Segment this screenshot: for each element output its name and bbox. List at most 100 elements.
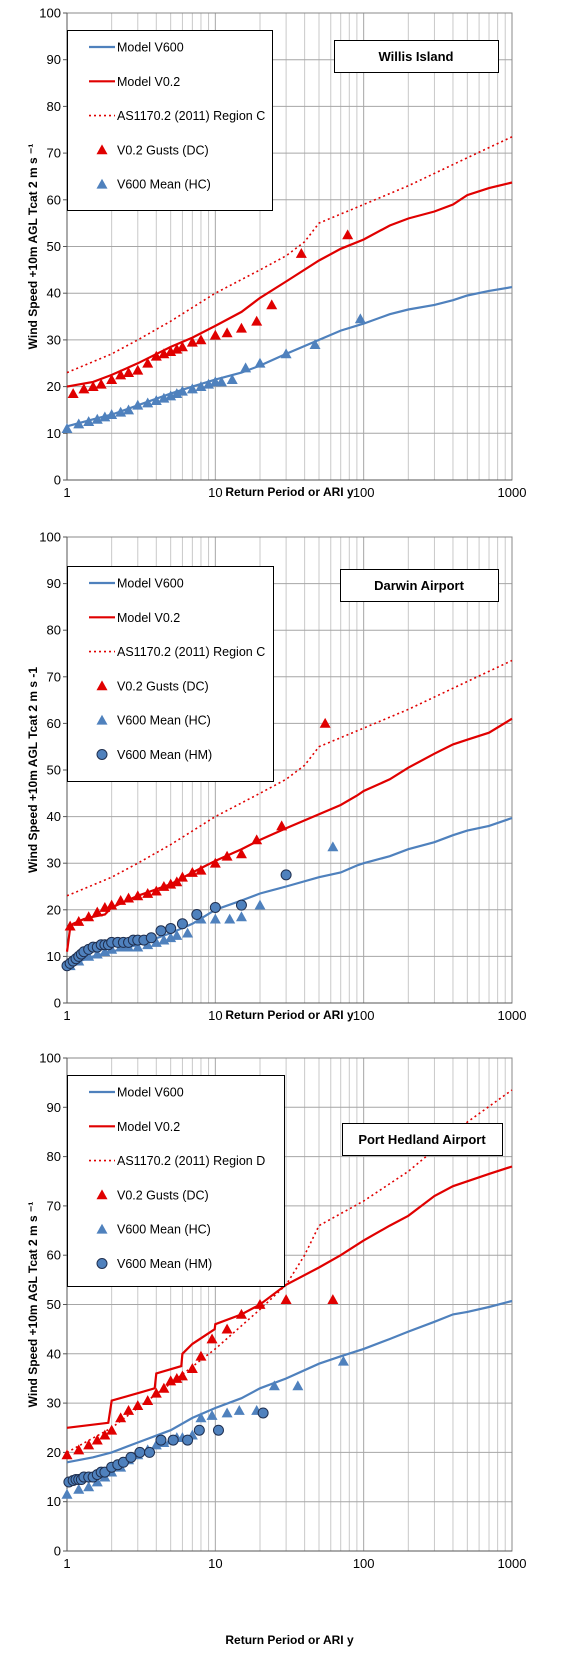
triangle-point (123, 367, 135, 377)
series-line-2 (65, 717, 513, 952)
series-group (61, 1089, 513, 1499)
legend: Model V600 Model V0.2 AS1170.2 (2011) Regi… (67, 30, 273, 211)
triangle-point (95, 378, 107, 389)
y-tick-label: 0 (54, 1544, 61, 1559)
legend-entry: V600 Mean (HC) (117, 714, 211, 728)
x-tick-label: 1000 (498, 1556, 527, 1571)
triangle-point (327, 841, 339, 852)
triangle-point (206, 1333, 218, 1344)
y-tick-label: 10 (47, 426, 61, 441)
triangle-point (171, 929, 183, 940)
legend-entry: V600 Mean (HC) (117, 178, 211, 192)
triangle-point (91, 1434, 103, 1445)
legend-entry: Model V0.2 (117, 611, 180, 625)
circle-point (155, 925, 167, 937)
triangle-point (83, 950, 95, 961)
x-tick-label: 10 (208, 1008, 222, 1023)
legend-swatch (96, 1223, 108, 1234)
y-axis-label: Wind Speed +10m AGL Tcat 2 m s ⁻¹ (26, 1202, 40, 1408)
legend-entry: V600 Mean (HC) (117, 1223, 211, 1237)
triangle-point (158, 1382, 170, 1393)
series-group (61, 659, 513, 972)
station-name: Willis Island (378, 49, 453, 64)
x-tick-label: 10 (208, 485, 222, 500)
triangle-point (235, 911, 247, 922)
circle-point (117, 1456, 129, 1468)
legend-swatch (96, 178, 108, 189)
x-axis-label: Return Period or ARI y (225, 1008, 354, 1022)
x-tick-label: 1 (63, 485, 70, 500)
y-tick-label: 70 (47, 669, 61, 684)
triangle-point (123, 892, 135, 903)
circle-point (155, 1434, 167, 1446)
triangle-point (176, 1370, 188, 1381)
legend-entry: V600 Mean (HM) (117, 1257, 212, 1271)
triangle-point (132, 1400, 144, 1410)
triangle-point (226, 374, 238, 384)
legend-swatch (96, 714, 108, 725)
legend-entry: Model V0.2 (117, 1120, 180, 1134)
triangle-point (115, 894, 127, 905)
triangle-point (132, 941, 144, 952)
triangle-point (195, 913, 207, 924)
triangle-point (186, 1363, 198, 1373)
triangle-point (186, 383, 198, 394)
legend-entry: V0.2 Gusts (DC) (117, 1188, 209, 1202)
triangle-point (254, 1299, 266, 1309)
triangle-point (254, 357, 266, 368)
x-tick-label: 100 (353, 485, 375, 500)
legend: Model V600 Model V0.2 AS1170.2 (2011) Regi… (67, 566, 274, 782)
y-tick-label: 90 (47, 1100, 61, 1115)
station-box (340, 569, 499, 602)
y-tick-label: 0 (54, 473, 61, 488)
legend: Model V600 Model V0.2 AS1170.2 (2011) Regi… (67, 1075, 285, 1287)
triangle-point (61, 423, 73, 434)
triangle-point (280, 1294, 292, 1304)
triangle-point (337, 1355, 349, 1366)
station-box (342, 1123, 503, 1156)
y-tick-label: 50 (47, 763, 61, 778)
circle-point (145, 932, 157, 944)
triangle-point (221, 1323, 233, 1334)
legend-entry: Model V600 (117, 41, 184, 55)
y-tick-label: 70 (47, 1198, 61, 1213)
legend-entry: AS1170.2 (2011) Region D (117, 1154, 265, 1168)
x-tick-label: 1 (63, 1008, 70, 1023)
y-tick-label: 100 (39, 1051, 61, 1066)
triangle-point (254, 899, 266, 910)
triangle-point (106, 899, 118, 910)
triangle-point (195, 864, 207, 875)
legend-swatch (96, 1189, 108, 1200)
triangle-point (176, 341, 188, 352)
x-tick-label: 10 (208, 1556, 222, 1571)
triangle-point (73, 1483, 85, 1494)
triangle-point (83, 416, 95, 427)
y-tick-label: 20 (47, 379, 61, 394)
triangle-point (295, 248, 307, 258)
triangle-point (195, 334, 207, 345)
y-tick-label: 40 (47, 1346, 61, 1361)
triangle-point (106, 409, 118, 420)
triangle-point (150, 1387, 162, 1398)
station-name: Port Hedland Airport (358, 1132, 486, 1147)
triangle-point (142, 939, 154, 950)
triangle-point (123, 1404, 135, 1415)
y-tick-label: 80 (47, 623, 61, 638)
circle-point (235, 899, 247, 911)
triangle-point (209, 329, 221, 340)
y-axis-label: Wind Speed +10m AGL Tcat 2 m s -1 (26, 667, 40, 873)
triangle-point (83, 1481, 95, 1492)
legend-entry: AS1170.2 (2011) Region C (117, 645, 265, 659)
triangle-point (186, 336, 198, 347)
circle-point (125, 1451, 137, 1463)
triangle-point (276, 820, 288, 831)
circle-point (165, 922, 177, 934)
triangle-point (61, 1449, 73, 1460)
legend-swatch (96, 680, 108, 691)
triangle-point (235, 1308, 247, 1319)
triangle-point (73, 1444, 85, 1455)
triangle-point (354, 313, 366, 324)
series-group (61, 136, 513, 434)
x-tick-label: 100 (353, 1008, 375, 1023)
